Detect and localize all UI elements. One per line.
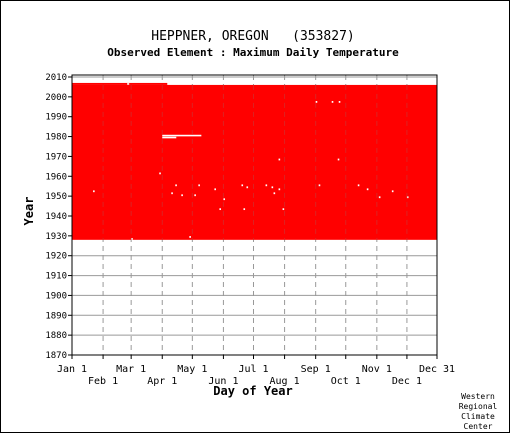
- y-tick-label: 1940: [45, 212, 67, 222]
- x-tick-label: Nov 1: [362, 364, 392, 375]
- missing-data-day: [93, 190, 95, 193]
- y-tick-label: 1920: [45, 252, 67, 262]
- missing-data-segment: [162, 134, 202, 137]
- credit-line-1: Western: [461, 392, 495, 401]
- y-tick-label: 2010: [45, 73, 67, 83]
- missing-data-day: [338, 101, 341, 103]
- x-tick-label: May 1: [177, 364, 207, 375]
- data-coverage-block: [72, 84, 437, 240]
- plot-area: 2010 2000 1990 1980 1970 1960 1950 1940 1930 1920…: [45, 73, 455, 387]
- missing-data-segment: [162, 136, 177, 139]
- missing-data-segment: [127, 83, 130, 85]
- y-axis-label: Year: [22, 197, 36, 226]
- credit-line-4: Center: [464, 422, 493, 431]
- x-tick-label: Jun 1: [208, 376, 238, 387]
- x-tick-label: Jan 1: [57, 364, 87, 375]
- missing-data-day: [265, 184, 268, 187]
- missing-data-day: [315, 101, 318, 103]
- missing-data-day: [337, 158, 340, 161]
- x-tick-label: Aug 1: [270, 376, 300, 387]
- missing-data-day: [189, 236, 191, 238]
- chart-title: HEPPNER, OREGON (353827): [151, 29, 355, 44]
- y-tick-label: 2000: [45, 93, 67, 103]
- missing-data-day: [271, 186, 274, 189]
- missing-data-day: [171, 192, 173, 195]
- credit-line-3: Climate: [461, 412, 495, 421]
- y-tick-label: 1930: [45, 232, 67, 242]
- missing-data-day: [278, 158, 281, 161]
- missing-data-day: [357, 184, 360, 187]
- y-tick-label: 1910: [45, 272, 67, 282]
- y-tick-label: 1900: [45, 291, 67, 301]
- missing-data-day: [243, 208, 246, 211]
- data-coverage-partial-year: [72, 82, 168, 85]
- missing-data-day: [278, 188, 281, 191]
- missing-data-day: [159, 172, 161, 175]
- missing-data-day: [391, 190, 394, 193]
- x-tick-label: Mar 1: [116, 364, 146, 375]
- missing-data-day: [214, 188, 216, 191]
- y-tick-label: 1950: [45, 192, 67, 202]
- missing-data-day: [219, 208, 222, 211]
- missing-data-day: [406, 196, 409, 199]
- y-tick-label: 1870: [45, 351, 67, 361]
- x-tick-label: Dec 31: [419, 364, 455, 375]
- x-tick-label: Apr 1: [147, 376, 177, 387]
- missing-data-day: [273, 192, 276, 195]
- y-tick-label: 1960: [45, 172, 67, 182]
- x-tick-label: Sep 1: [301, 364, 331, 375]
- x-tick-label: Dec 1: [392, 376, 422, 387]
- y-tick-label: 1880: [45, 331, 67, 341]
- missing-data-day: [175, 184, 177, 187]
- missing-data-day: [241, 184, 244, 187]
- missing-data-day: [194, 194, 196, 197]
- missing-data-day: [131, 238, 133, 240]
- missing-data-day: [318, 184, 321, 187]
- y-tick-label: 1890: [45, 311, 67, 321]
- x-tick-label: Jul 1: [238, 364, 268, 375]
- missing-data-day: [223, 198, 226, 201]
- credit-line-2: Regional: [459, 402, 498, 411]
- missing-data-day: [366, 188, 369, 191]
- missing-data-day: [331, 101, 334, 103]
- y-tick-label: 1990: [45, 113, 67, 123]
- x-tick-label: Feb 1: [88, 376, 118, 387]
- x-axis-label: Day of Year: [213, 384, 292, 398]
- x-tick-label: Oct 1: [331, 376, 361, 387]
- missing-data-day: [282, 208, 285, 211]
- wrcc-credit: Western Regional Climate Center: [459, 392, 498, 431]
- missing-data-day: [246, 186, 249, 189]
- y-tick-label: 1980: [45, 133, 67, 143]
- missing-data-day: [378, 196, 381, 199]
- y-tick-label: 1970: [45, 152, 67, 162]
- missing-data-day: [198, 184, 200, 187]
- chart-subtitle: Observed Element : Maximum Daily Tempera…: [107, 46, 399, 59]
- plot-border: [71, 74, 438, 356]
- missing-data-day: [181, 194, 183, 197]
